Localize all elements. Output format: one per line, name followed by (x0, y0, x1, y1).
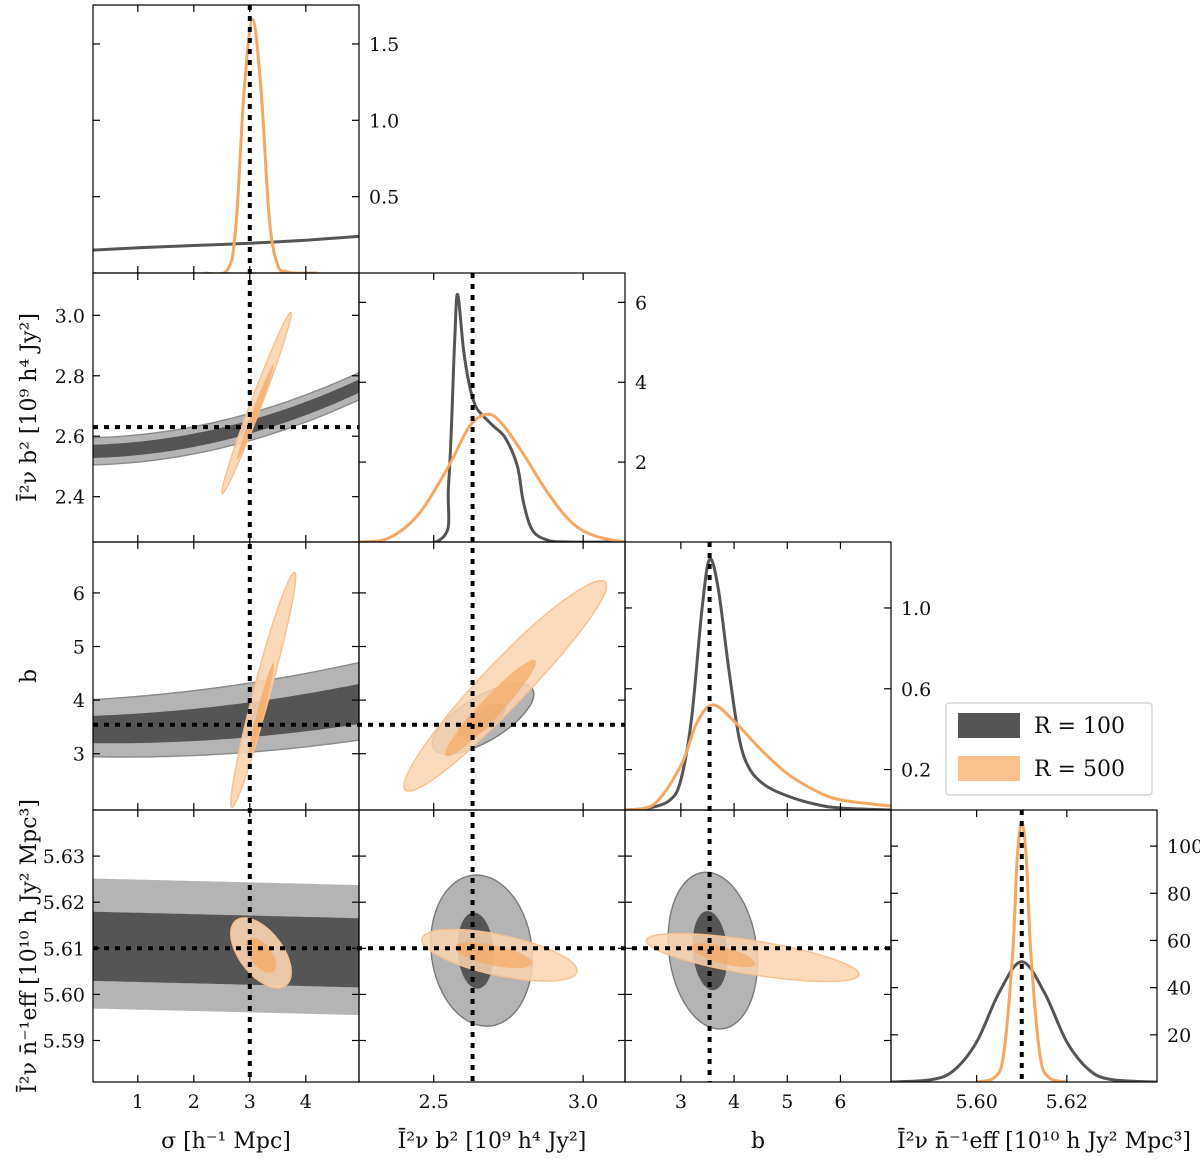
x-tick-label-sigma: 4 (300, 1091, 312, 1113)
marginal-tick-label-In: 40 (1167, 978, 1191, 1000)
y-tick-label-In: 5.59 (43, 1031, 85, 1053)
marginal-tick-label-sigma: 1.5 (369, 34, 399, 56)
marginal-curve-r100-sigma (93, 234, 359, 252)
marginal-tick-label-b: 0.6 (901, 679, 931, 701)
marginal-tick-label-sigma: 0.5 (369, 187, 399, 209)
y-axis-label-Ib2: Ī²ν b² [10⁹ h⁴ Jy²] (16, 313, 42, 502)
x-tick-label-Ib2: 3.0 (568, 1091, 598, 1113)
y-tick-label-In: 5.60 (43, 984, 85, 1006)
panel-frame (624, 541, 892, 811)
x-tick-label-b: 5 (781, 1091, 793, 1113)
y-tick-label-Ib2: 2.8 (55, 366, 85, 388)
x-axis-label-In: Ī²ν n̄⁻¹eff [10¹⁰ h Jy² Mpc³] (897, 1128, 1191, 1154)
marginal-tick-label-In: 20 (1167, 1025, 1191, 1047)
panel-frame (92, 4, 360, 274)
y-tick-label-In: 5.62 (43, 892, 85, 914)
legend-label-r500: R = 500 (1034, 757, 1125, 782)
x-tick-label-b: 4 (728, 1091, 740, 1113)
contour-r500-inner (245, 937, 277, 973)
panel-frame (890, 809, 1158, 1083)
marginal-tick-label-In: 80 (1167, 883, 1191, 905)
x-tick-label-sigma: 1 (132, 1091, 144, 1113)
marginal-tick-label-Ib2: 4 (635, 372, 647, 394)
legend-swatch-r100 (958, 713, 1020, 738)
marginal-tick-label-b: 1.0 (901, 598, 931, 620)
marginal-tick-label-Ib2: 2 (635, 452, 647, 474)
y-tick-label-b: 6 (73, 583, 85, 605)
y-axis-label-In: Ī²ν n̄⁻¹eff [10¹⁰ h Jy² Mpc³] (16, 799, 42, 1093)
y-tick-label-b: 3 (73, 744, 85, 766)
marginal-tick-label-In: 100 (1167, 836, 1200, 858)
contour-r500-inner (237, 364, 274, 460)
y-tick-label-b: 5 (73, 637, 85, 659)
y-tick-label-In: 5.61 (43, 938, 85, 960)
y-axis-label-b: b (17, 669, 42, 683)
y-tick-label-Ib2: 3.0 (55, 305, 85, 327)
x-tick-label-Ib2: 2.5 (419, 1091, 449, 1113)
contour-r500-inner (691, 943, 756, 968)
marginal-curve-r500-sigma (204, 17, 317, 273)
x-tick-label-b: 3 (675, 1091, 687, 1113)
contour-r500-inner (248, 663, 274, 759)
y-tick-label-Ib2: 2.6 (55, 426, 85, 448)
x-axis-label-Ib2: Ī²ν b² [10⁹ h⁴ Jy²] (398, 1128, 587, 1154)
marginal-curve-r100-In (891, 960, 1157, 1082)
legend-label-r100: R = 100 (1034, 714, 1125, 739)
contour-r100-inner (93, 379, 359, 458)
marginal-curve-r100-b (625, 557, 891, 810)
contour-r100-inner (93, 683, 359, 744)
x-tick-label-In: 5.62 (1046, 1091, 1088, 1113)
marginal-tick-label-sigma: 1.0 (369, 110, 399, 132)
marginal-tick-label-b: 0.2 (901, 760, 931, 782)
y-tick-label-b: 4 (73, 690, 85, 712)
x-tick-label-sigma: 2 (188, 1091, 200, 1113)
legend-swatch-r500 (958, 756, 1020, 781)
x-tick-label-In: 5.60 (956, 1091, 998, 1113)
marginal-tick-label-In: 60 (1167, 930, 1191, 952)
x-axis-label-b: b (751, 1129, 765, 1154)
y-tick-label-In: 5.63 (43, 846, 85, 868)
marginal-curve-r100-Ib2 (359, 292, 625, 542)
x-tick-label-sigma: 3 (244, 1091, 256, 1113)
panel-frame (358, 272, 626, 543)
marginal-tick-label-Ib2: 6 (635, 292, 647, 314)
legend: R = 100 R = 500 (945, 702, 1153, 796)
y-tick-label-Ib2: 2.4 (55, 487, 85, 509)
x-tick-label-b: 6 (834, 1091, 846, 1113)
marginal-curve-r500-b (625, 703, 891, 810)
x-axis-label-sigma: σ [h⁻¹ Mpc] (161, 1129, 291, 1154)
marginal-curve-r500-Ib2 (359, 412, 625, 542)
contour-r500-inner (445, 659, 536, 757)
